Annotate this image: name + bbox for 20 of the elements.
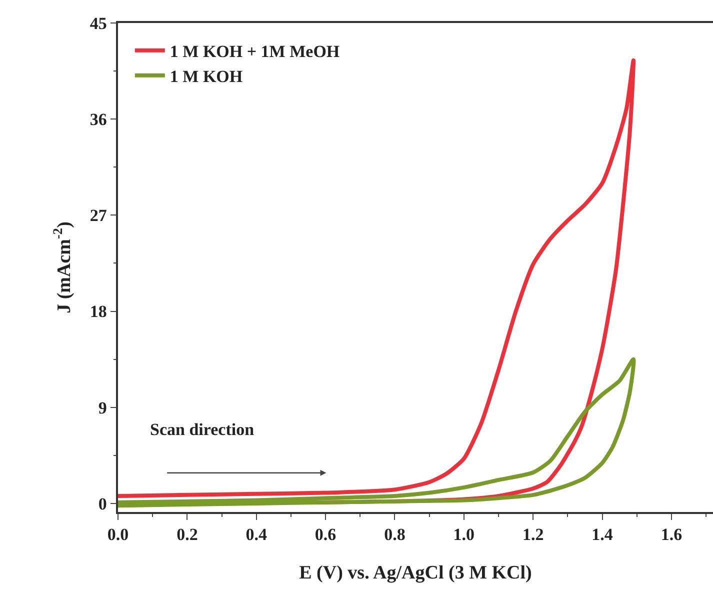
x-tick-label: 1.6 <box>660 525 682 544</box>
x-tick-label: 1.0 <box>453 525 475 544</box>
y-tick-label: 9 <box>98 398 107 418</box>
x-tick-label: 0.2 <box>176 525 198 544</box>
x-tick-label: 1.4 <box>592 525 614 544</box>
x-tick-label: 1.2 <box>522 525 544 544</box>
x-axis-title: E (V) vs. Ag/AgCl (3 M KCl) <box>299 562 532 584</box>
y-tick-label: 45 <box>90 14 107 33</box>
y-tick-label: 36 <box>90 110 107 130</box>
y-tick-label: 0 <box>98 494 107 514</box>
legend-label: 1 M KOH + 1M MeOH <box>170 42 340 61</box>
x-tick-label: 0.0 <box>107 525 129 544</box>
x-tick-label: 0.4 <box>246 525 268 544</box>
annotation: Scan direction <box>150 420 255 439</box>
y-tick-label: 18 <box>90 302 107 322</box>
legend-label: 1 M KOH <box>170 67 243 86</box>
x-tick-label: 0.6 <box>314 525 336 544</box>
x-tick-label: 0.8 <box>384 525 406 544</box>
line-series <box>118 357 636 508</box>
y-tick-label: 27 <box>90 206 108 226</box>
